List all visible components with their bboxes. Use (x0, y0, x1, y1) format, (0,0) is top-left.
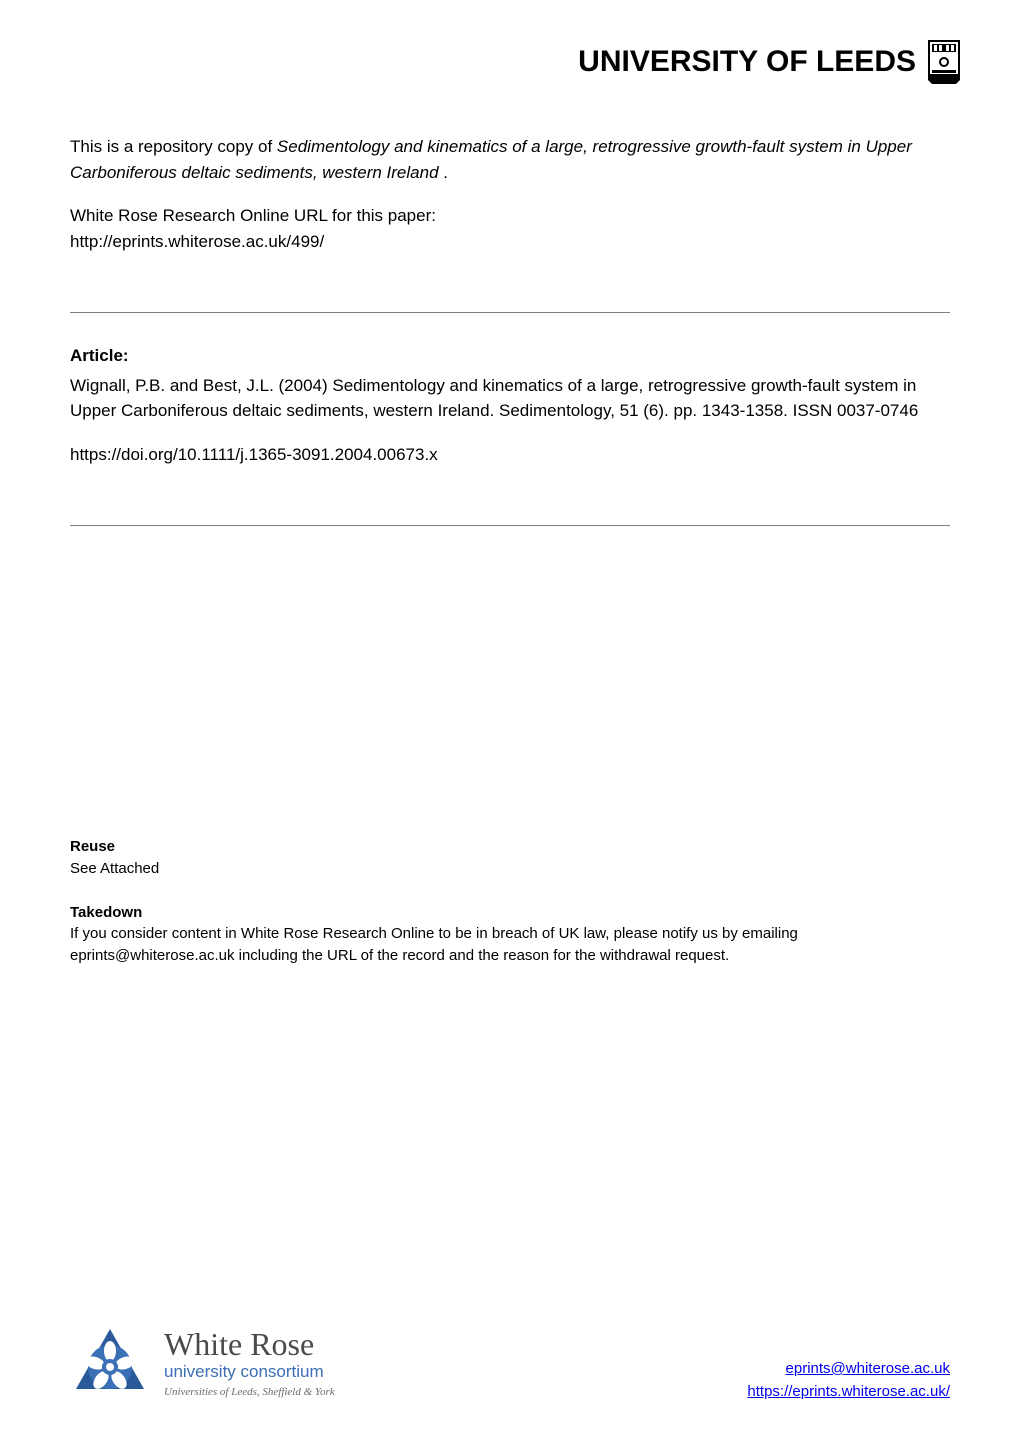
header: UNIVERSITY OF LEEDS (0, 0, 1020, 104)
whiterose-logo: White Rose university consortium Univers… (70, 1323, 335, 1403)
footer: White Rose university consortium Univers… (70, 1323, 950, 1403)
footer-url-link[interactable]: https://eprints.whiterose.ac.uk/ (747, 1383, 950, 1400)
footer-email-link[interactable]: eprints@whiterose.ac.uk (786, 1360, 950, 1377)
article-doi: https://doi.org/10.1111/j.1365-3091.2004… (70, 442, 950, 468)
reuse-heading: Reuse (70, 836, 950, 858)
url-value: http://eprints.whiterose.ac.uk/499/ (70, 232, 324, 251)
university-name: UNIVERSITY OF LEEDS (578, 45, 916, 79)
whiterose-tagline: Universities of Leeds, Sheffield & York (164, 1386, 335, 1398)
article-heading: Article: (70, 343, 950, 369)
intro-block: This is a repository copy of Sedimentolo… (0, 104, 1020, 302)
divider-bottom (70, 525, 950, 526)
repository-prefix: This is a repository copy of (70, 137, 277, 156)
url-label: White Rose Research Online URL for this … (70, 206, 436, 225)
reuse-takedown-block: Reuse See Attached Takedown If you consi… (0, 816, 1020, 967)
takedown-heading: Takedown (70, 902, 950, 924)
article-block: Article: Wignall, P.B. and Best, J.L. (2… (0, 323, 1020, 515)
reuse-body: See Attached (70, 858, 950, 880)
whiterose-title: White Rose (164, 1328, 335, 1360)
whiterose-text: White Rose university consortium Univers… (164, 1328, 335, 1398)
footer-links: eprints@whiterose.ac.uk https://eprints.… (747, 1358, 950, 1403)
whiterose-rose-icon (70, 1323, 150, 1403)
divider-top (70, 312, 950, 313)
university-logo: UNIVERSITY OF LEEDS (578, 40, 960, 84)
url-block: White Rose Research Online URL for this … (70, 203, 950, 254)
repository-suffix: . (443, 163, 448, 182)
spacer (0, 536, 1020, 816)
article-citation: Wignall, P.B. and Best, J.L. (2004) Sedi… (70, 373, 950, 424)
takedown-body: If you consider content in White Rose Re… (70, 923, 950, 967)
university-crest-icon (928, 40, 960, 84)
whiterose-subtitle: university consortium (164, 1362, 335, 1382)
repository-statement: This is a repository copy of Sedimentolo… (70, 134, 950, 185)
